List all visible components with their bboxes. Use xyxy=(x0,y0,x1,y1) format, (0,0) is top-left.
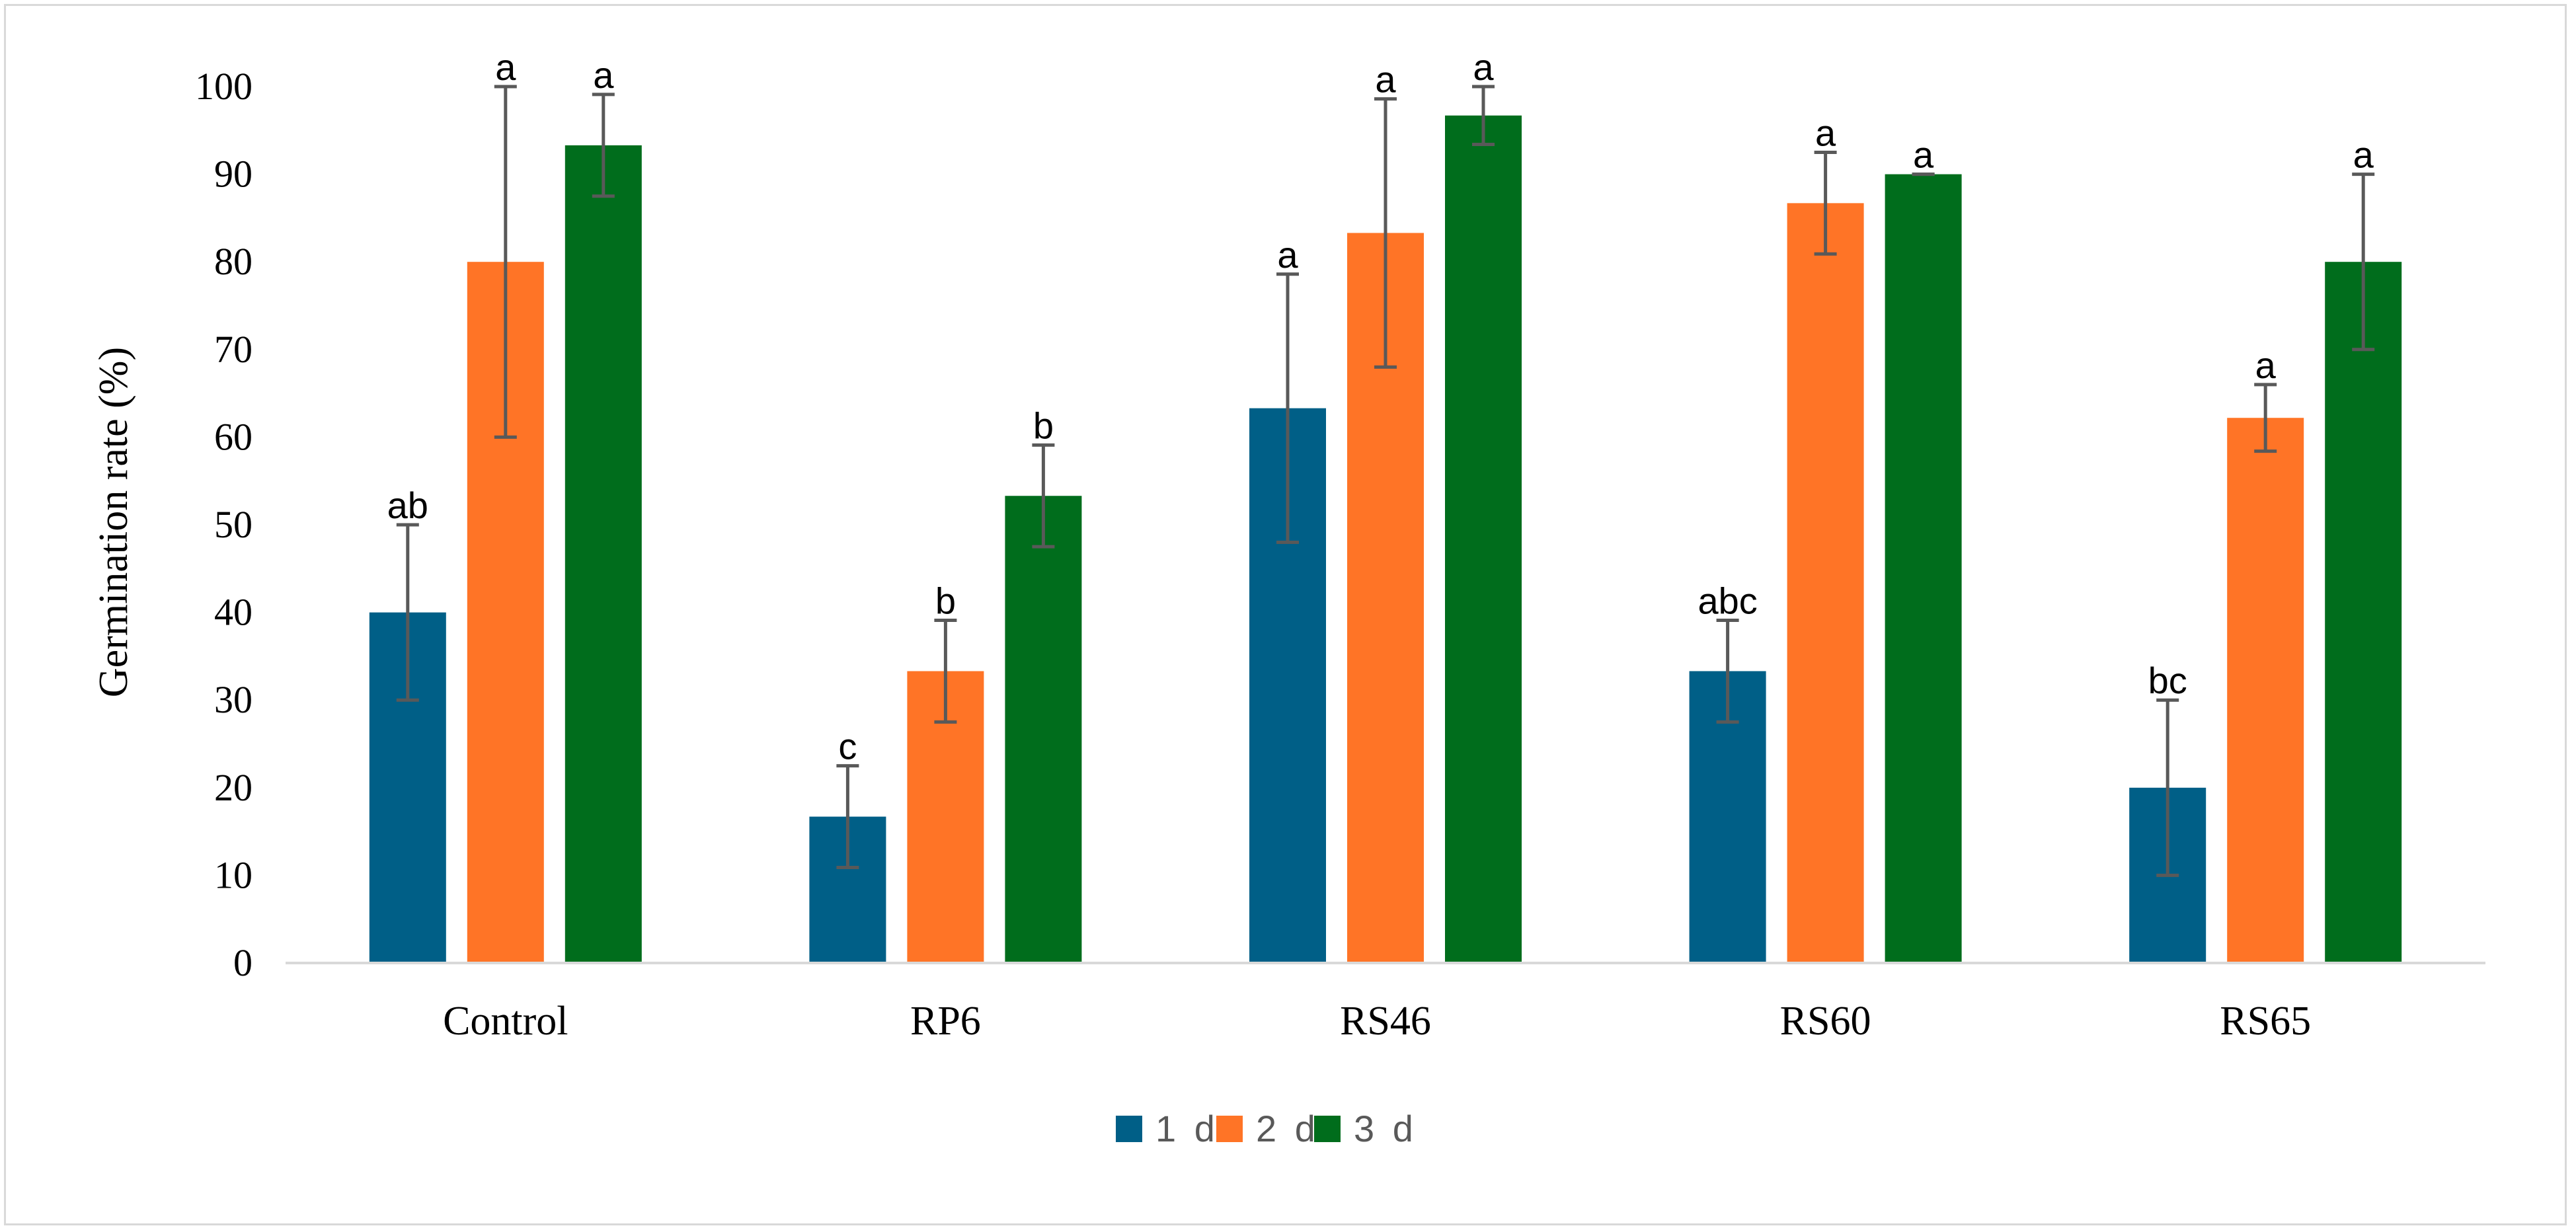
bar xyxy=(1005,496,1082,963)
x-category-label: RS65 xyxy=(2220,999,2311,1044)
significance-label: a xyxy=(495,46,516,88)
significance-label: a xyxy=(1277,234,1298,276)
y-tick-label: 90 xyxy=(214,153,253,196)
significance-label: b xyxy=(935,580,956,622)
x-category-label: RP6 xyxy=(910,999,981,1044)
x-category-label: Control xyxy=(443,999,568,1044)
significance-label: a xyxy=(1913,134,1934,176)
y-tick-label: 50 xyxy=(214,503,253,546)
x-category-label: RS60 xyxy=(1780,999,1871,1044)
significance-label: abc xyxy=(1698,580,1757,622)
legend-swatch xyxy=(1314,1116,1341,1142)
y-tick-label: 70 xyxy=(214,328,253,371)
bar xyxy=(565,145,642,963)
y-tick-label: 40 xyxy=(214,591,253,634)
bars xyxy=(369,115,2402,964)
significance-label: a xyxy=(2353,134,2374,176)
bar xyxy=(1787,203,1864,963)
bar xyxy=(1445,115,1522,963)
x-axis-category-labels: Control RP6 RS46 RS60 RS65 xyxy=(443,999,2311,1044)
error-bars xyxy=(396,85,2375,877)
y-tick-label: 60 xyxy=(214,415,253,458)
y-tick-label: 80 xyxy=(214,240,253,283)
legend-label: 3 d xyxy=(1354,1108,1417,1149)
y-tick-label: 10 xyxy=(214,853,253,896)
significance-label: bc xyxy=(2148,660,2187,701)
y-axis: 0 10 20 30 40 50 60 70 80 90 100 xyxy=(195,65,253,984)
y-axis-title: Germination rate (%) xyxy=(91,347,136,697)
legend-label: 2 d xyxy=(1256,1108,1319,1149)
y-tick-label: 30 xyxy=(214,678,253,721)
legend-swatch xyxy=(1216,1116,1243,1142)
legend-label: 1 d xyxy=(1155,1108,1219,1149)
significance-label: a xyxy=(1815,112,1836,153)
legend-swatch xyxy=(1116,1116,1142,1142)
x-category-label: RS46 xyxy=(1340,999,1431,1044)
significance-label: ab xyxy=(387,484,428,526)
y-tick-label: 100 xyxy=(195,65,253,108)
bar xyxy=(2325,262,2402,964)
y-tick-label: 20 xyxy=(214,766,253,809)
significance-label: a xyxy=(593,54,614,96)
bar xyxy=(1885,174,1962,964)
significance-label: a xyxy=(1473,46,1494,88)
y-tick-label: 0 xyxy=(233,941,253,984)
significance-label: b xyxy=(1033,404,1054,446)
bar xyxy=(2227,418,2304,963)
significance-label: a xyxy=(1375,59,1396,100)
legend: 1 d 2 d 3 d xyxy=(1116,1108,1417,1149)
significance-label: a xyxy=(2255,344,2277,386)
significance-label: c xyxy=(838,726,857,767)
